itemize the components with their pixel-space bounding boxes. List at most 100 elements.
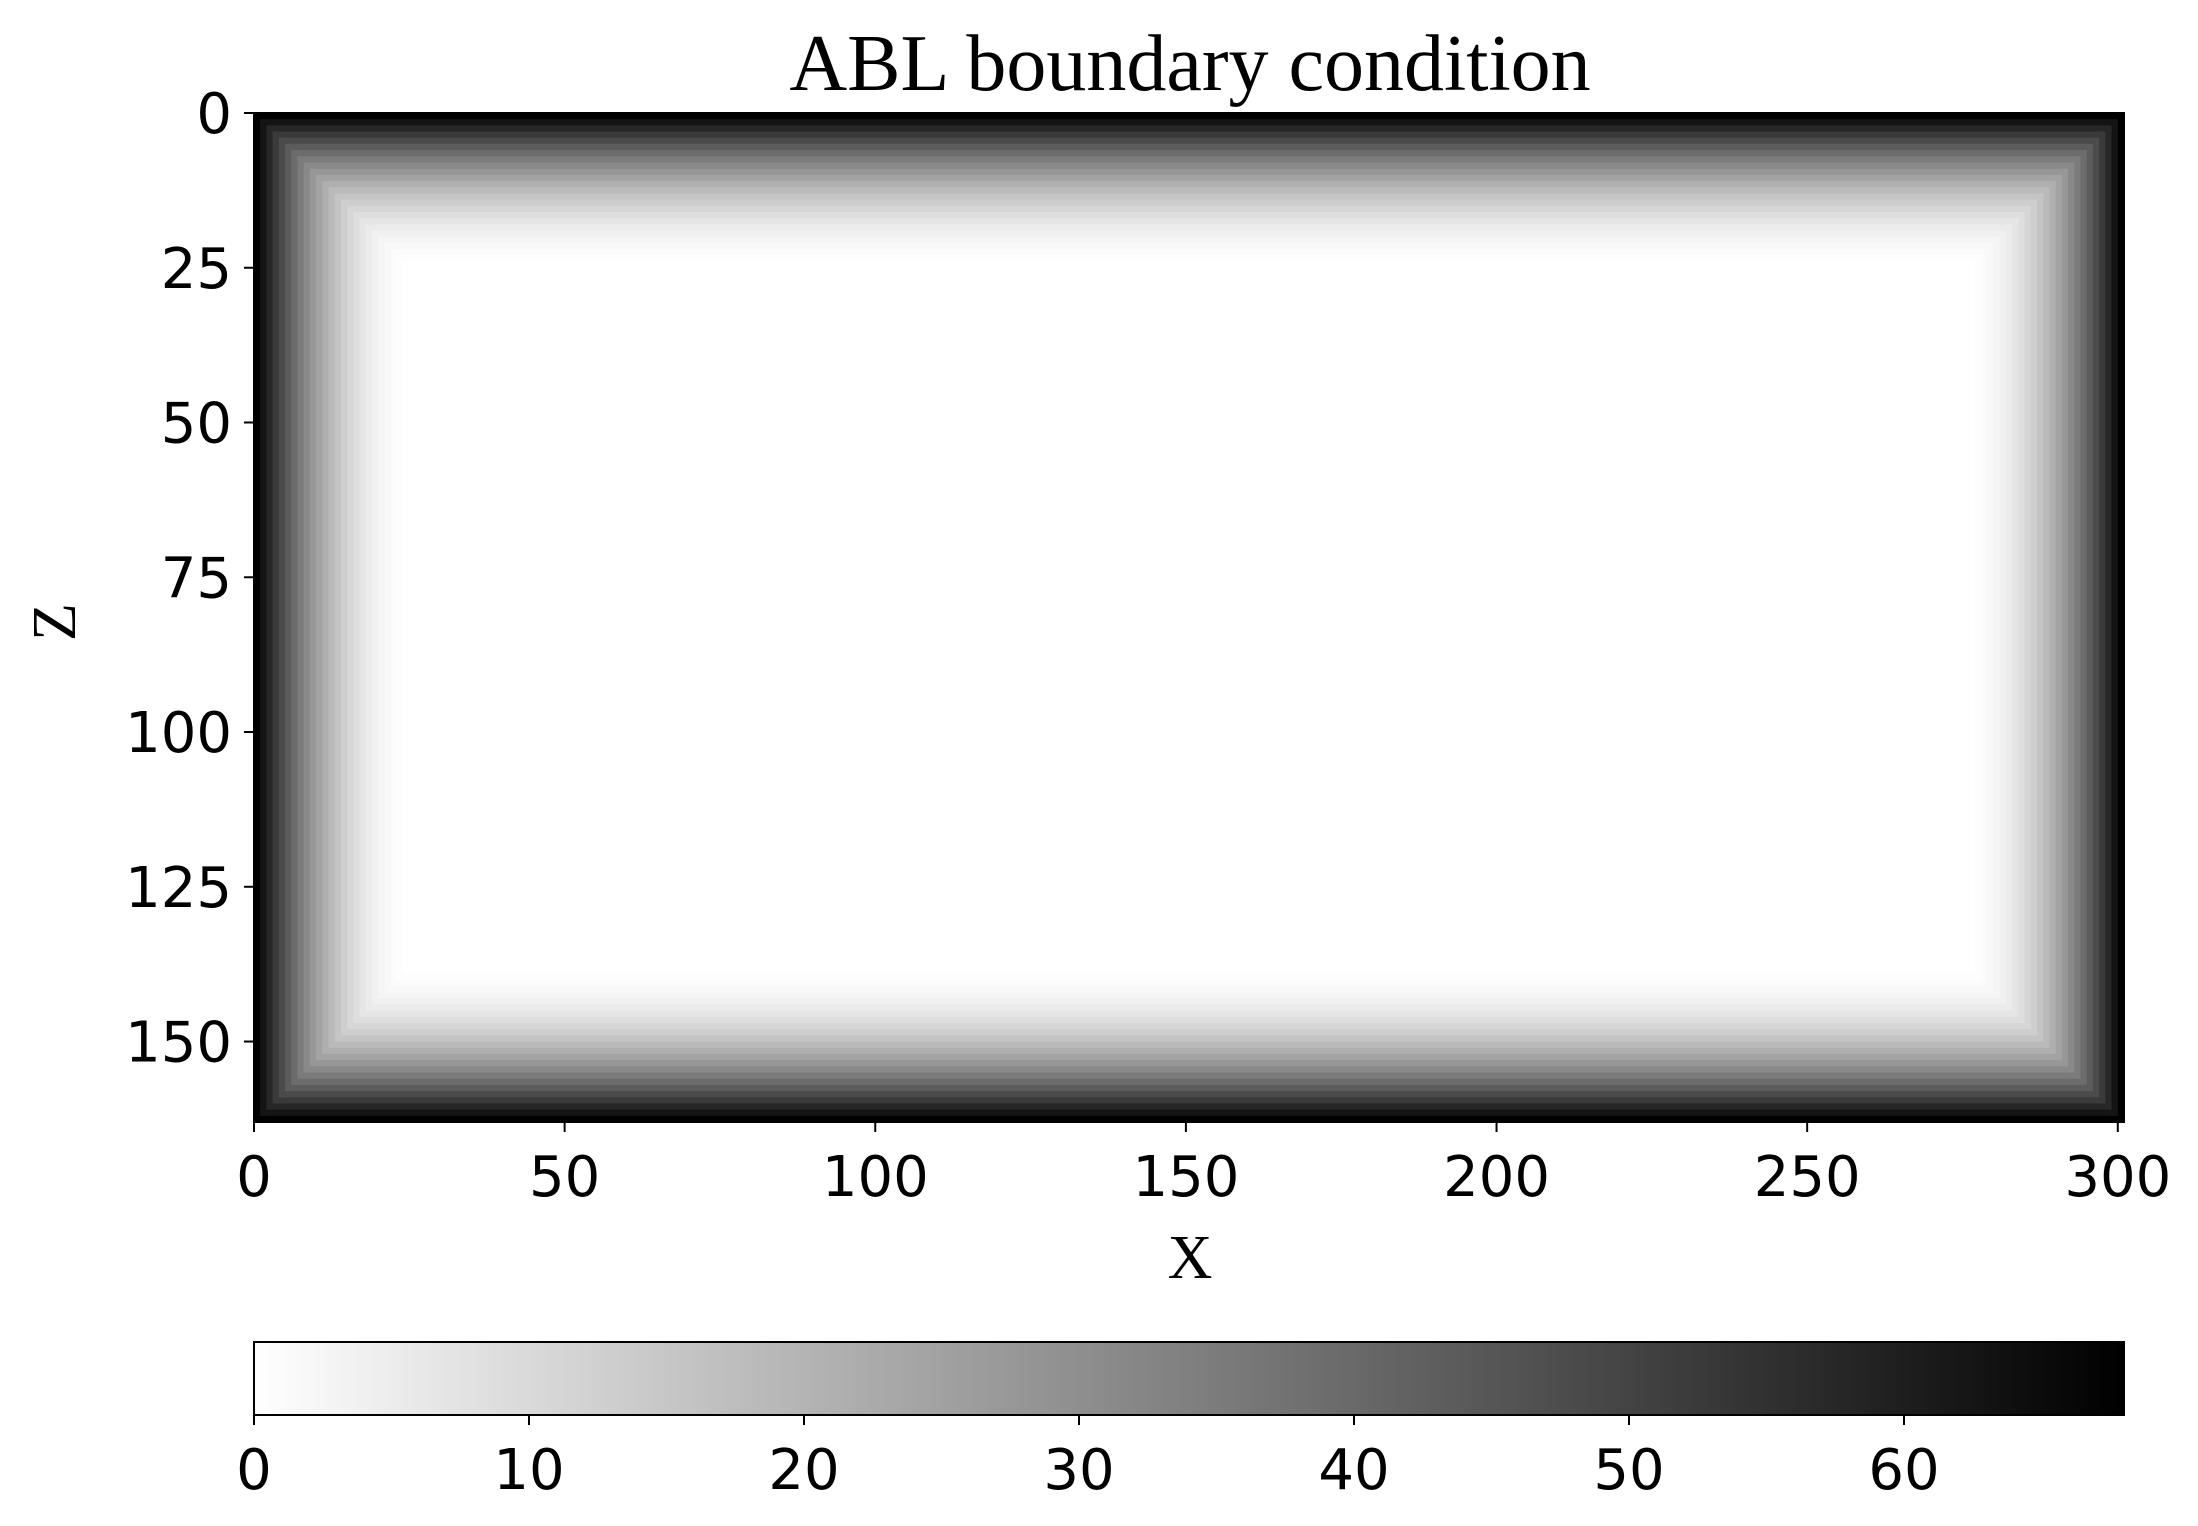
heatmap-band-right bbox=[2048, 181, 2056, 1054]
heatmap-band-top bbox=[378, 236, 2000, 244]
heatmap-band-bottom bbox=[254, 1115, 2124, 1122]
heatmap-band-right bbox=[2117, 113, 2124, 1122]
heatmap-band-left bbox=[272, 131, 280, 1104]
heatmap-band-right bbox=[2036, 193, 2044, 1042]
heatmap-band-bottom bbox=[303, 1065, 2075, 1073]
y-tick-label: 75 bbox=[161, 546, 232, 611]
heatmap-band-left bbox=[396, 255, 404, 980]
heatmap-band-bottom bbox=[365, 1003, 2013, 1011]
x-tick-label: 300 bbox=[2064, 1145, 2171, 1210]
heatmap-band-left bbox=[384, 242, 392, 993]
x-tick-label: 250 bbox=[1754, 1145, 1861, 1210]
heatmap-band-right bbox=[2073, 156, 2081, 1079]
heatmap-band-right bbox=[1974, 255, 1982, 980]
y-tick-label: 100 bbox=[125, 701, 232, 766]
heatmap-band-left bbox=[328, 187, 336, 1048]
heatmap-band-left bbox=[316, 174, 323, 1061]
heatmap-band-right bbox=[1980, 249, 1988, 986]
heatmap-band-left bbox=[297, 156, 305, 1079]
colorbar-tick-label: 0 bbox=[236, 1438, 272, 1503]
heatmap-band-bottom bbox=[285, 1084, 2093, 1092]
heatmap-band-left bbox=[359, 218, 367, 1017]
heatmap-band-right bbox=[2055, 174, 2062, 1061]
heatmap-band-bottom bbox=[260, 1109, 2118, 1116]
heatmap-band-bottom bbox=[359, 1009, 2019, 1017]
heatmap-band-left bbox=[254, 113, 261, 1122]
heatmap-band-left bbox=[334, 193, 342, 1042]
colorbar-tick-label: 50 bbox=[1593, 1438, 1664, 1503]
heatmap-image bbox=[254, 113, 2124, 1122]
heatmap-band-left bbox=[378, 236, 386, 999]
chart-title: ABL boundary condition bbox=[789, 20, 1590, 108]
heatmap-band-right bbox=[2005, 224, 2013, 1011]
heatmap-band-top bbox=[266, 125, 2112, 133]
y-tick-label: 125 bbox=[125, 856, 232, 921]
heatmap-band-top bbox=[328, 187, 2050, 195]
heatmap-band-right bbox=[2092, 137, 2100, 1098]
heatmap-band-left bbox=[322, 181, 330, 1054]
heatmap-band-top bbox=[396, 255, 1982, 263]
heatmap-band-bottom bbox=[316, 1053, 2062, 1061]
heatmap-band-left bbox=[278, 137, 286, 1098]
heatmap-band-top bbox=[254, 113, 2124, 120]
heatmap-band-left bbox=[403, 261, 410, 974]
heatmap-band-left bbox=[285, 143, 292, 1092]
colorbar-tick-label: 20 bbox=[768, 1438, 839, 1503]
heatmap-band-top bbox=[390, 249, 1988, 256]
heatmap-band-top bbox=[297, 156, 2081, 164]
heatmap-band-right bbox=[1986, 242, 1994, 993]
heatmap-band-top bbox=[291, 150, 2087, 157]
heatmap-band-top bbox=[353, 212, 2025, 219]
heatmap-band-right bbox=[2023, 205, 2031, 1030]
y-tick-label: 25 bbox=[161, 237, 232, 302]
heatmap-band-right bbox=[1968, 261, 1975, 974]
heatmap-band-left bbox=[291, 150, 299, 1085]
heatmap-band-bottom bbox=[322, 1047, 2056, 1054]
y-axis: 0 25 50 75 100 125 150 bbox=[125, 82, 254, 1076]
heatmap-band-bottom bbox=[266, 1102, 2112, 1110]
heatmap-band-top bbox=[365, 224, 2013, 232]
heatmap-band-top bbox=[334, 193, 2044, 201]
heatmap-band-bottom bbox=[353, 1016, 2025, 1023]
x-axis: 0 50 100 150 200 250 300 bbox=[236, 1122, 2171, 1210]
heatmap-band-right bbox=[2086, 143, 2093, 1092]
heatmap-band-bottom bbox=[403, 966, 1975, 974]
heatmap-band-top bbox=[359, 218, 2019, 226]
heatmap-band-top bbox=[316, 174, 2062, 182]
y-tick-label: 50 bbox=[161, 392, 232, 457]
heatmap-band-top bbox=[403, 261, 1975, 269]
colorbar-tick-label: 60 bbox=[1868, 1438, 1939, 1503]
heatmap-band-left bbox=[260, 119, 268, 1116]
y-tick-label: 0 bbox=[196, 82, 232, 147]
heatmap-band-right bbox=[2011, 218, 2019, 1017]
x-tick-label: 200 bbox=[1443, 1145, 1550, 1210]
heatmap-band-top bbox=[340, 199, 2038, 207]
x-axis-label: X bbox=[1168, 1224, 1213, 1292]
heatmap-band-top bbox=[372, 230, 2006, 238]
heatmap-band-right bbox=[2110, 119, 2118, 1116]
heatmap-band-top bbox=[322, 181, 2056, 188]
y-axis-label: Z bbox=[21, 603, 89, 641]
x-tick-label: 100 bbox=[822, 1145, 929, 1210]
heatmap-band-top bbox=[285, 143, 2093, 151]
heatmap-band-bottom bbox=[384, 985, 1994, 993]
heatmap-band-left bbox=[353, 212, 361, 1023]
heatmap-band-bottom bbox=[278, 1090, 2100, 1098]
heatmap-band-top bbox=[303, 162, 2075, 170]
heatmap-band-right bbox=[2017, 212, 2025, 1023]
colorbar-tick-label: 40 bbox=[1318, 1438, 1389, 1503]
heatmap-band-left bbox=[372, 230, 379, 1005]
heatmap-band-left bbox=[347, 205, 355, 1030]
colorbar-tick-label: 30 bbox=[1043, 1438, 1114, 1503]
heatmap-band-bottom bbox=[328, 1040, 2050, 1048]
heatmap-band-bottom bbox=[390, 979, 1988, 986]
heatmap-band-bottom bbox=[291, 1078, 2087, 1085]
heatmap-band-right bbox=[1992, 236, 2000, 999]
heatmap-band-right bbox=[2098, 131, 2106, 1104]
x-tick-label: 50 bbox=[529, 1145, 600, 1210]
heatmap-band-right bbox=[2079, 150, 2087, 1085]
heatmap-band-left bbox=[303, 162, 311, 1073]
y-tick-label: 150 bbox=[125, 1011, 232, 1076]
x-tick-label: 0 bbox=[236, 1145, 272, 1210]
